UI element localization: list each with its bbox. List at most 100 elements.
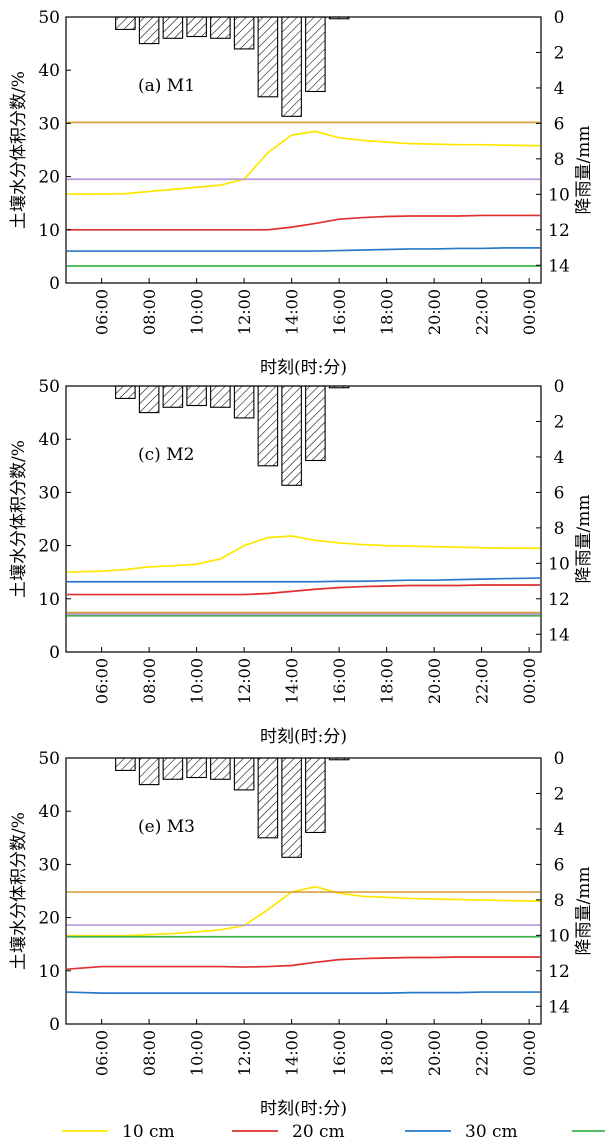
y-tick-label: 10 — [38, 962, 60, 982]
rain-y-tick-label: 10 — [548, 926, 570, 946]
y-tick-label: 50 — [38, 377, 60, 397]
series-line-3 — [66, 991, 540, 994]
x-tick-label: 00:00 — [520, 289, 539, 335]
y-tick-label: 10 — [38, 590, 60, 610]
rain-bar — [281, 385, 302, 486]
rain-bar — [138, 16, 160, 45]
x-tick-label: 14:00 — [283, 289, 302, 335]
rain-y-tick-label: 2 — [554, 412, 565, 432]
chart-panel-1: 0 10 20 30 40 50 0 2 4 6 8 10 12 14 06:00 08:00 10:00 12:… — [8, 8, 594, 378]
rain-bar — [186, 385, 207, 407]
x-tick-label: 12:00 — [235, 1030, 254, 1076]
rain-y-tick-label: 12 — [548, 962, 570, 982]
rain-bar — [305, 16, 326, 93]
rain-bar — [281, 16, 302, 117]
plot-frame — [65, 16, 542, 284]
rain-y-tick-label: 14 — [548, 997, 570, 1017]
x-tick-label: 20:00 — [425, 658, 444, 704]
legend-label-3: 30 cm — [465, 1122, 518, 1142]
x-tick-label: 06:00 — [93, 658, 112, 704]
rain-y-tick-label: 6 — [554, 114, 565, 134]
rain-y-tick-label: 4 — [554, 820, 565, 840]
rain-bar — [115, 385, 136, 399]
x-tick-label: 22:00 — [473, 1030, 492, 1076]
x-tick-label: 08:00 — [140, 1030, 159, 1076]
x-tick-label: 10:00 — [188, 1030, 207, 1076]
rain-bar — [233, 385, 255, 419]
rain-y-tick-label: 8 — [554, 891, 565, 911]
series-line-3 — [67, 577, 541, 583]
x-tick-label: 14:00 — [283, 1030, 302, 1076]
x-tick-label: 12:00 — [235, 289, 254, 335]
rain-y-tick-label: 10 — [548, 185, 570, 205]
panel-label: (e) M3 — [138, 817, 195, 837]
y-tick-label: 40 — [38, 802, 60, 822]
rain-bar — [305, 757, 326, 834]
rain-bar — [210, 385, 231, 408]
x-tick-label: 06:00 — [93, 1030, 112, 1076]
x-tick-label: 16:00 — [330, 658, 349, 704]
y-tick-label: 20 — [38, 537, 60, 557]
rain-bar — [186, 16, 207, 38]
x-tick-label: 18:00 — [378, 1030, 397, 1076]
rain-bar — [233, 757, 255, 791]
rain-y-tick-label: 12 — [548, 221, 570, 241]
y-tick-label: 50 — [38, 8, 60, 28]
rain-bar — [210, 16, 231, 39]
legend-label-1: 10 cm — [122, 1122, 175, 1142]
y-tick-label: 20 — [38, 168, 60, 188]
x-tick-label: 18:00 — [378, 289, 397, 335]
x-tick-label: 18:00 — [378, 658, 397, 704]
series-line-2 — [66, 956, 540, 971]
rain-y-tick-label: 10 — [548, 554, 570, 574]
rain-bar — [210, 757, 231, 780]
rain-bar — [305, 385, 326, 462]
chart-panel-3: 0 10 20 30 40 50 0 2 4 6 8 10 12 14 06:00 08:00 10:00 12:… — [8, 749, 594, 1119]
rain-y-tick-label: 8 — [554, 519, 565, 539]
rain-y-tick-label: 6 — [554, 855, 565, 875]
y-tick-label: 0 — [49, 274, 60, 294]
x-tick-label: 16:00 — [330, 289, 349, 335]
rain-bar — [186, 757, 207, 779]
rain-bar — [257, 16, 279, 98]
y-axis-title-left: 土壤水分体积分数/% — [8, 812, 29, 970]
x-tick-label: 08:00 — [140, 289, 159, 335]
rain-y-tick-label: 4 — [554, 448, 565, 468]
x-tick-label: 00:00 — [520, 658, 539, 704]
rain-y-tick-label: 0 — [554, 749, 565, 769]
rain-bar — [233, 16, 255, 50]
rain-bar — [115, 16, 136, 30]
x-axis-title: 时刻(时:分) — [260, 727, 347, 747]
rain-bar — [138, 757, 160, 786]
rain-y-tick-label: 4 — [554, 79, 565, 99]
panel-label: (a) M1 — [138, 76, 195, 96]
series-line-1 — [67, 885, 541, 937]
x-tick-label: 20:00 — [425, 289, 444, 335]
legend-label-2: 20 cm — [292, 1122, 345, 1142]
chart-panel-2: 0 10 20 30 40 50 0 2 4 6 8 10 12 14 06:00 08:00 10:00 12:… — [8, 377, 594, 747]
panel-label: (c) M2 — [138, 445, 194, 465]
rain-y-tick-label: 14 — [548, 625, 570, 645]
y-tick-label: 30 — [38, 483, 60, 503]
rain-bar — [281, 757, 302, 858]
rain-y-tick-label: 2 — [554, 43, 565, 63]
x-tick-label: 22:00 — [473, 658, 492, 704]
series-line-3 — [67, 247, 540, 252]
y-tick-label: 40 — [38, 61, 60, 81]
y-tick-label: 20 — [38, 909, 60, 929]
rain-bar — [138, 385, 160, 414]
rain-bar — [257, 757, 279, 839]
rain-y-tick-label: 2 — [554, 784, 565, 804]
x-tick-label: 22:00 — [473, 289, 492, 335]
x-tick-label: 12:00 — [235, 658, 254, 704]
x-tick-label: 08:00 — [140, 658, 159, 704]
y-tick-label: 30 — [38, 855, 60, 875]
series-line-2 — [67, 584, 540, 596]
y-axis-title-right: 降雨量/mm — [574, 126, 594, 215]
y-axis-title-right: 降雨量/mm — [574, 867, 594, 956]
x-tick-label: 00:00 — [520, 1030, 539, 1076]
y-axis-title-left: 土壤水分体积分数/% — [8, 71, 29, 229]
y-tick-label: 50 — [38, 749, 60, 769]
